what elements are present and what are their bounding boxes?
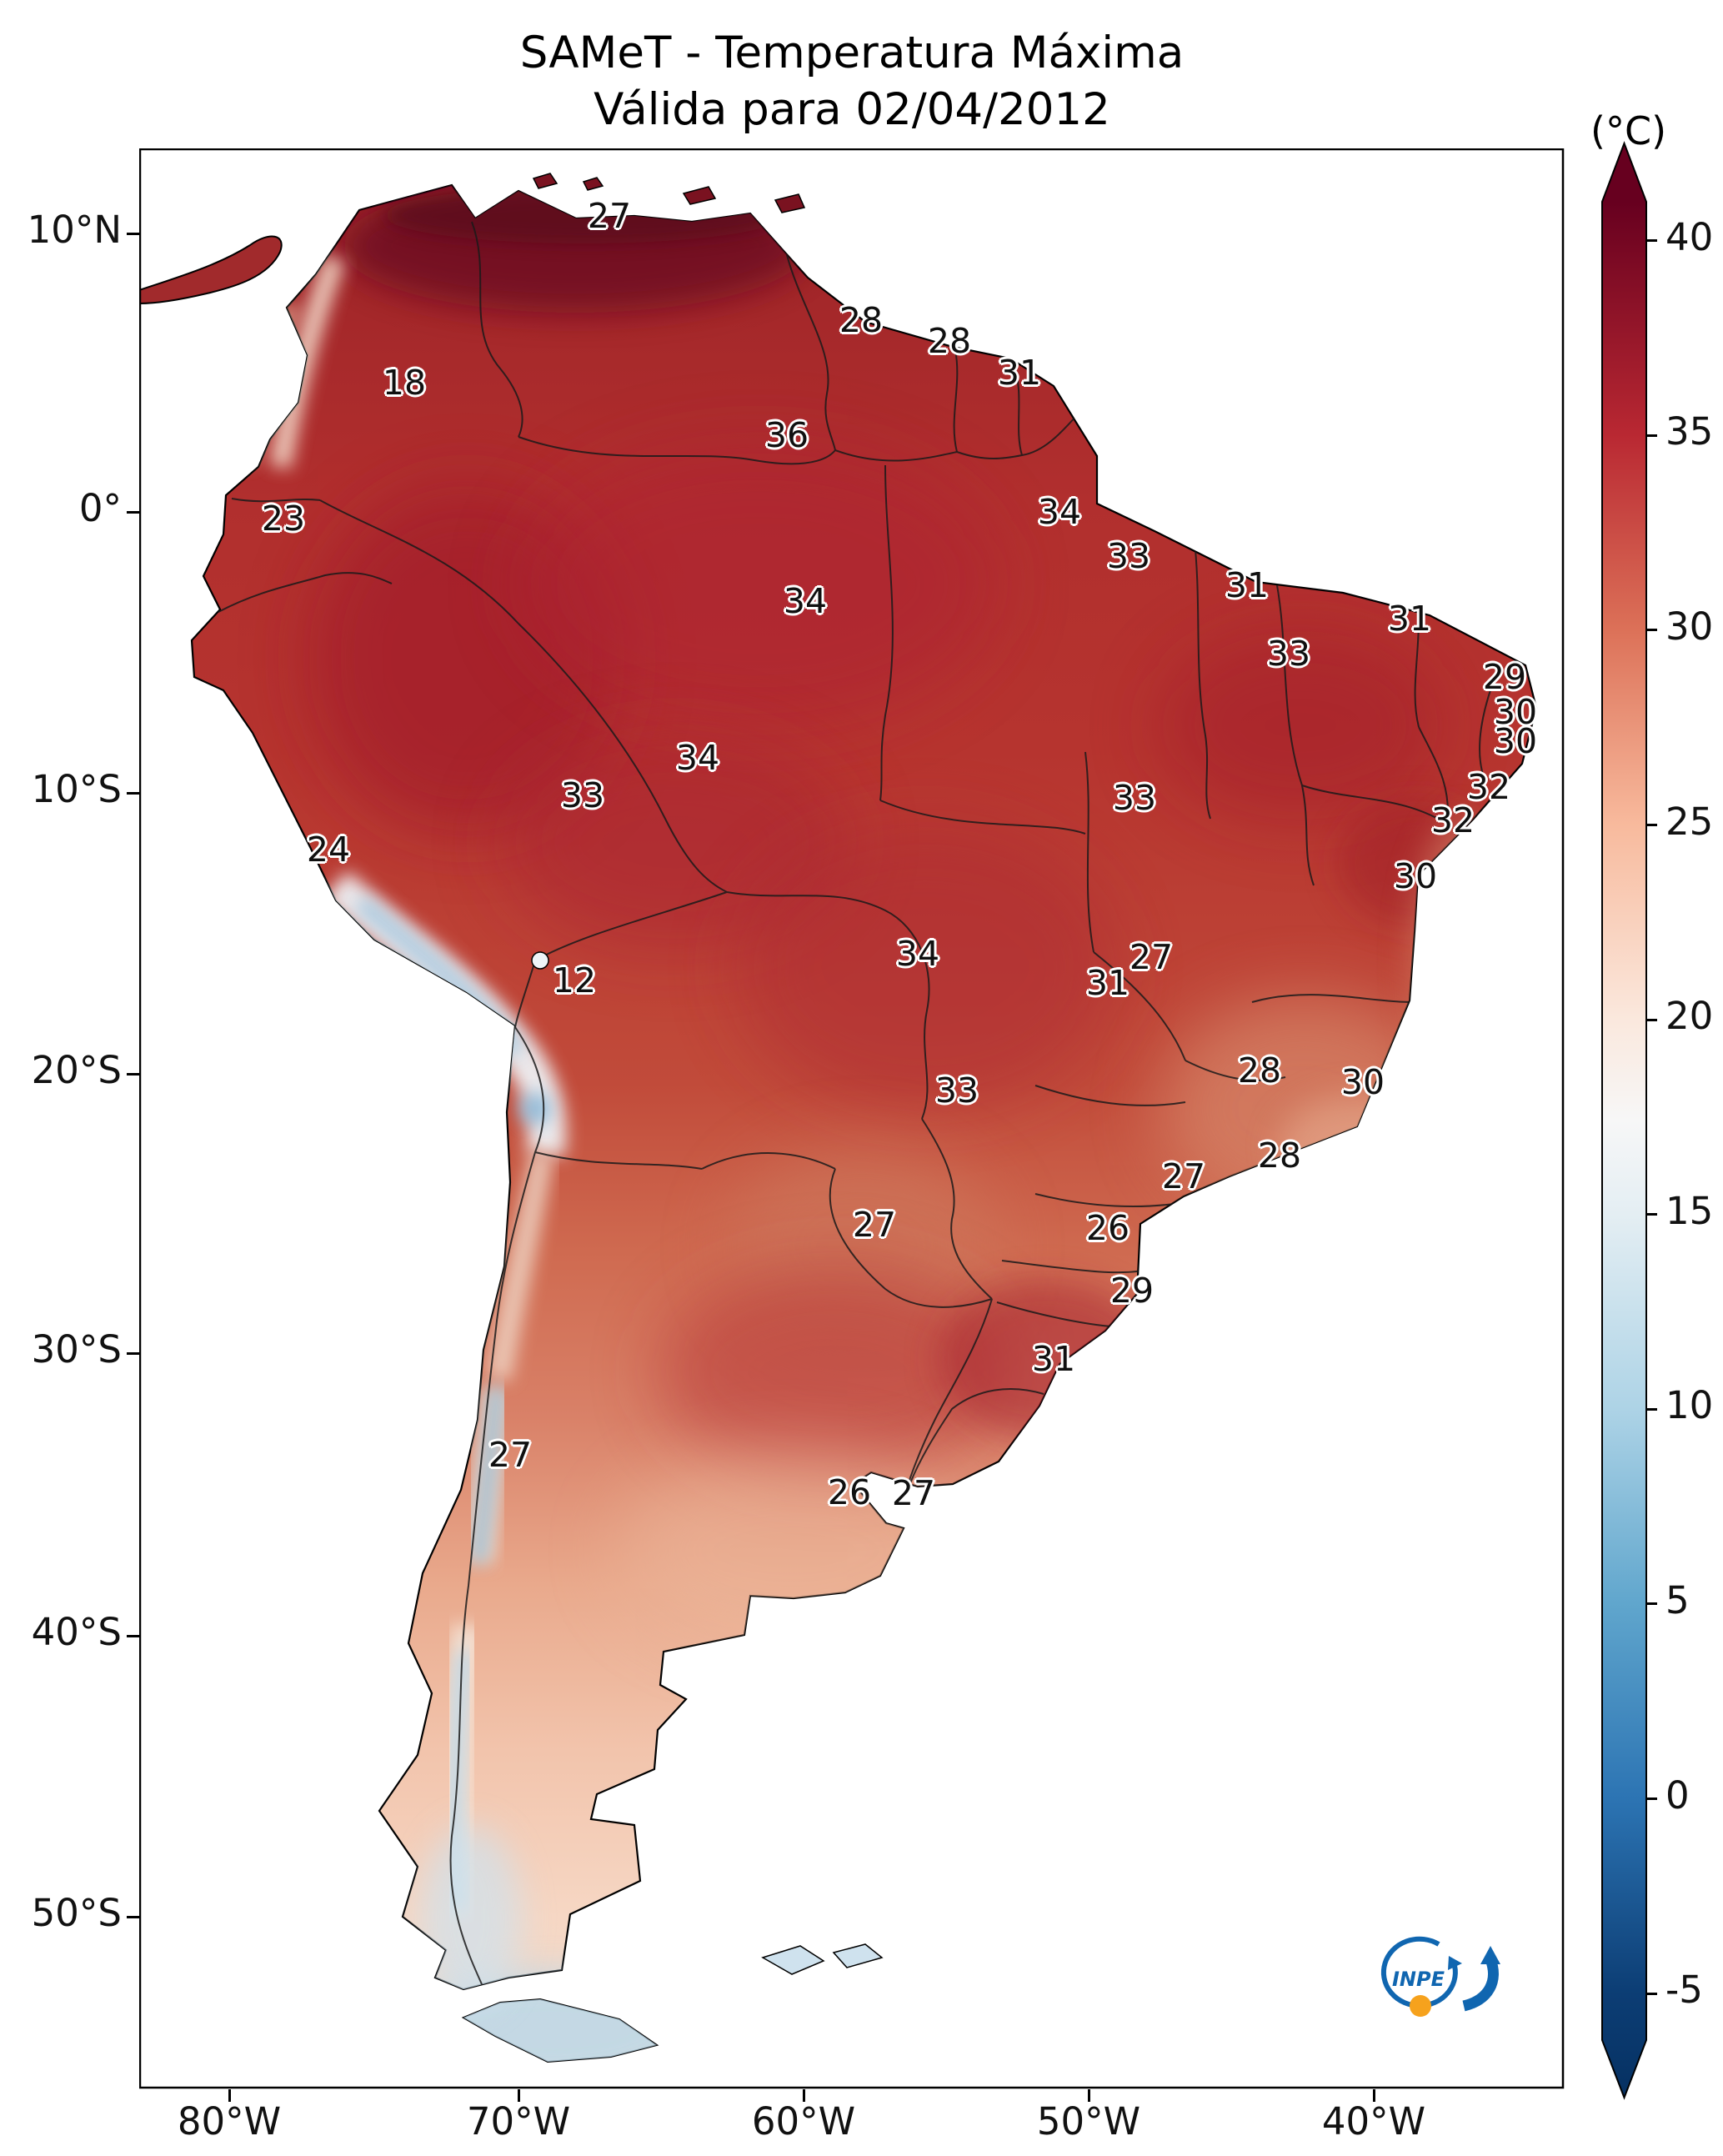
y-axis-label: 30°S (31, 1327, 122, 1371)
figure-title: SAMeT - Temperatura Máxima Válida para 0… (139, 25, 1565, 138)
x-axis-tick (517, 2089, 520, 2102)
x-axis-label: 50°W (1036, 2099, 1141, 2143)
x-axis-label: 70°W (466, 2099, 571, 2143)
x-axis-label: 40°W (1321, 2099, 1426, 2143)
y-axis-tick (127, 1634, 139, 1637)
y-axis-tick (127, 1915, 139, 1918)
south-america-map (139, 148, 1565, 2089)
inpe-orbit-arrowhead-icon (1448, 1956, 1462, 1970)
y-axis-label: 50°S (31, 1891, 122, 1935)
x-axis-label: 60°W (751, 2099, 856, 2143)
y-axis-label: 0° (78, 486, 122, 530)
inpe-swoosh-arrow-icon (1462, 1957, 1499, 2012)
lake-titicaca (531, 951, 549, 970)
colorbar (1601, 141, 1647, 2100)
inpe-orange-dot-icon (1410, 1995, 1431, 2017)
inpe-logo: INPE (1367, 1926, 1517, 2030)
x-axis-tick (1372, 2089, 1375, 2102)
y-axis-tick (127, 1351, 139, 1355)
figure-title-line1: SAMeT - Temperatura Máxima (519, 28, 1185, 78)
x-axis-tick (1087, 2089, 1090, 2102)
y-axis-tick (127, 791, 139, 795)
x-axis-label: 80°W (177, 2099, 282, 2143)
y-axis-label: 10°N (27, 208, 122, 252)
colorbar-gradient-bar (1601, 141, 1647, 2100)
colorbar-unit-label: (°C) (1590, 108, 1667, 153)
caribbean-islands (532, 173, 806, 213)
y-axis-label: 10°S (31, 767, 122, 811)
x-axis-tick (228, 2089, 231, 2102)
y-axis-label: 40°S (31, 1610, 122, 1654)
y-axis-tick (127, 232, 139, 235)
map-panel (139, 148, 1565, 2089)
falkland-islands (761, 1943, 884, 1975)
figure-title-line2: Válida para 02/04/2012 (594, 84, 1110, 135)
inpe-logo-text: INPE (1392, 1968, 1445, 1991)
x-axis-tick (802, 2089, 805, 2102)
country-borders (218, 221, 1493, 1985)
inpe-orbit-icon (1380, 1936, 1458, 2008)
map-axes-frame (139, 148, 1565, 2089)
inpe-swoosh-arrowhead-icon (1480, 1946, 1500, 1964)
y-axis-label: 20°S (31, 1048, 122, 1092)
y-axis-tick (127, 510, 139, 514)
panama-landmass (139, 235, 283, 305)
y-axis-tick (127, 1072, 139, 1075)
